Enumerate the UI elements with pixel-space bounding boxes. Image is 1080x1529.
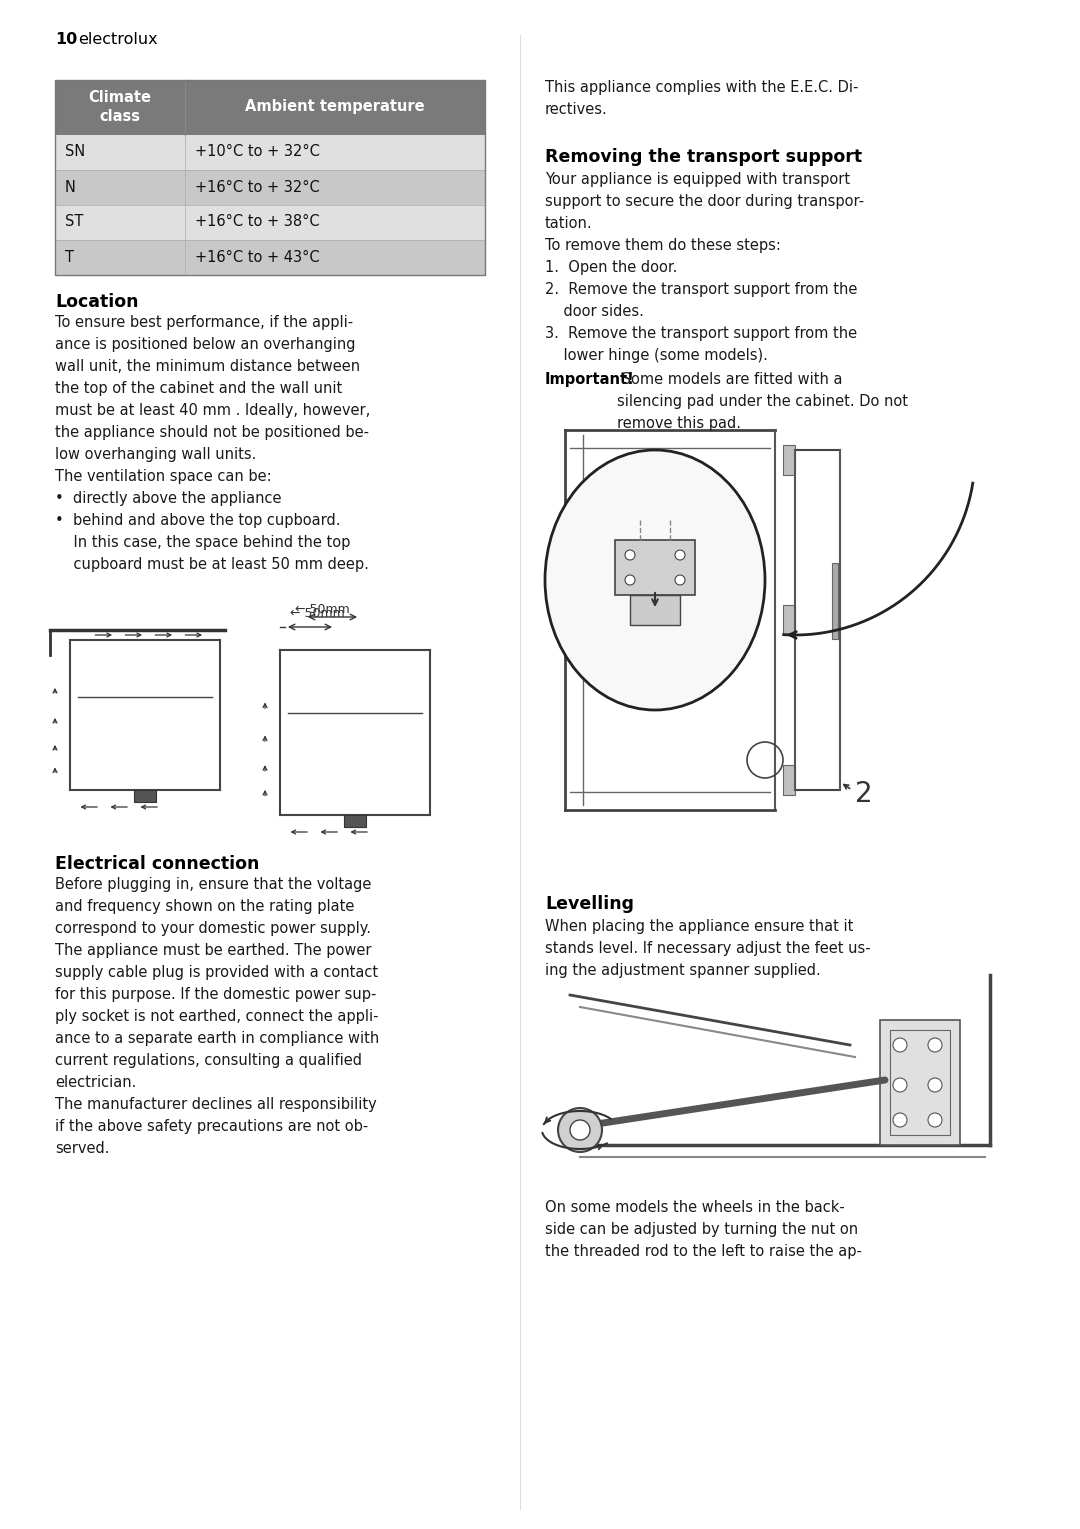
Bar <box>55 170 485 205</box>
Text: Before plugging in, ensure that the voltage
and frequency shown on the rating pl: Before plugging in, ensure that the volt… <box>55 878 379 1156</box>
Ellipse shape <box>545 450 765 709</box>
Bar <box>55 80 485 135</box>
Bar <box>615 540 696 595</box>
Text: This appliance complies with the E.E.C. Di-
rectives.: This appliance complies with the E.E.C. … <box>545 80 859 116</box>
Text: +16°C to + 32°C: +16°C to + 32°C <box>195 179 320 194</box>
Bar <box>55 240 485 275</box>
Bar <box>832 563 838 639</box>
Text: Levelling: Levelling <box>545 894 634 913</box>
Circle shape <box>928 1078 942 1092</box>
Text: To ensure best performance, if the appli-
ance is positioned below an overhangin: To ensure best performance, if the appli… <box>55 315 370 572</box>
Text: +16°C to + 38°C: +16°C to + 38°C <box>195 214 320 229</box>
Bar <box>55 205 485 240</box>
Bar <box>783 445 795 476</box>
Bar <box>783 764 795 795</box>
Text: ← 50mm: ← 50mm <box>295 602 350 616</box>
Text: Important!: Important! <box>545 372 635 387</box>
Text: On some models the wheels in the back-
side can be adjusted by turning the nut o: On some models the wheels in the back- s… <box>545 1200 862 1258</box>
Circle shape <box>675 575 685 586</box>
Circle shape <box>625 550 635 560</box>
Text: 10: 10 <box>55 32 78 47</box>
Bar <box>55 135 485 170</box>
Bar <box>630 595 680 625</box>
Text: Some models are fitted with a
silencing pad under the cabinet. Do not
remove thi: Some models are fitted with a silencing … <box>617 372 908 431</box>
Text: Location: Location <box>55 294 138 310</box>
Circle shape <box>570 1121 590 1141</box>
Text: Ambient temperature: Ambient temperature <box>245 99 424 115</box>
Bar <box>890 1031 950 1135</box>
Circle shape <box>558 1109 602 1151</box>
Text: When placing the appliance ensure that it
stands level. If necessary adjust the : When placing the appliance ensure that i… <box>545 919 870 979</box>
Circle shape <box>675 550 685 560</box>
Circle shape <box>893 1113 907 1127</box>
Text: electrolux: electrolux <box>78 32 158 47</box>
Text: +10°C to + 32°C: +10°C to + 32°C <box>195 145 320 159</box>
Text: Electrical connection: Electrical connection <box>55 855 259 873</box>
Circle shape <box>928 1113 942 1127</box>
Text: Your appliance is equipped with transport
support to secure the door during tran: Your appliance is equipped with transpor… <box>545 171 864 362</box>
Bar <box>345 815 366 827</box>
Bar <box>55 80 485 275</box>
Text: Removing the transport support: Removing the transport support <box>545 148 862 167</box>
Circle shape <box>928 1038 942 1052</box>
Text: T: T <box>65 249 75 265</box>
Text: SN: SN <box>65 145 85 159</box>
Circle shape <box>893 1078 907 1092</box>
Circle shape <box>893 1038 907 1052</box>
Bar <box>880 1020 960 1145</box>
Text: ← 50mm: ← 50mm <box>291 607 345 619</box>
Text: ST: ST <box>65 214 83 229</box>
Text: +16°C to + 43°C: +16°C to + 43°C <box>195 249 320 265</box>
Text: Climate
class: Climate class <box>89 90 151 124</box>
Bar <box>134 790 156 803</box>
Text: N: N <box>65 179 76 194</box>
Text: 3: 3 <box>595 630 615 659</box>
Text: 2: 2 <box>855 780 873 807</box>
Circle shape <box>625 575 635 586</box>
Bar <box>783 605 795 635</box>
